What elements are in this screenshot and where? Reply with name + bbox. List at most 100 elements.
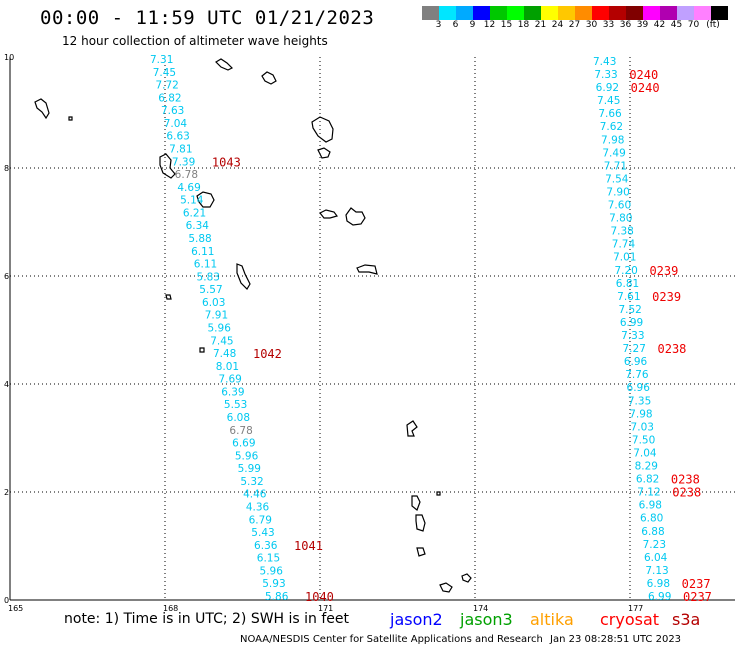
legend-swatch [592, 6, 609, 20]
island-outline [261, 71, 277, 85]
wave-height-label: 7.91 [205, 310, 228, 322]
island-outline [34, 98, 50, 120]
wave-height-label: 7.69 [218, 374, 241, 386]
wave-height-label: 6.03 [202, 297, 225, 309]
wave-height-label: 6.96 [624, 356, 648, 368]
legend-label: 45 [670, 20, 683, 30]
satellite-name: cryosat [600, 610, 660, 629]
satellite-name: altika [530, 610, 574, 629]
wave-height-label: 7.98 [629, 408, 652, 420]
wave-height-label: 6.11 [194, 259, 217, 271]
wave-height-label: 4.69 [177, 182, 200, 194]
wave-height-label: 5.99 [238, 463, 261, 475]
island-outline [236, 263, 251, 290]
satellite-name: jason2 [390, 610, 443, 629]
y-tick-label: 6 [4, 272, 9, 281]
wave-height-label: 7.43 [593, 56, 616, 68]
wave-height-label: 7.03 [631, 421, 654, 433]
legend-label: 24 [551, 20, 564, 30]
island-outlines [34, 58, 472, 593]
wave-height-label: 7.74 [612, 239, 636, 251]
wave-height-label: 7.80 [609, 213, 632, 225]
legend-swatch [694, 6, 711, 20]
x-tick-label: 177 [628, 604, 643, 613]
island-outline [416, 547, 426, 557]
wave-height-label: 5.96 [208, 323, 232, 335]
wave-height-label: 7.50 [632, 434, 655, 446]
wave-height-label: 5.86 [265, 591, 289, 603]
legend-label: 30 [585, 20, 598, 30]
x-tick-label: 174 [473, 604, 488, 613]
legend-swatch [507, 6, 524, 20]
wave-height-label: 7.60 [608, 200, 631, 212]
wave-height-label: 6.78 [175, 169, 198, 181]
legend-label: 36 [619, 20, 632, 30]
time-label: 0239 [649, 264, 678, 278]
wave-height-label: 5.43 [251, 527, 274, 539]
y-tick-label: 10 [4, 53, 14, 62]
legend-label: 70 [687, 20, 700, 30]
axis-ticks: 165 168 171 174 177 0 2 4 6 8 10 [4, 53, 643, 613]
wave-height-label: 6.96 [627, 382, 651, 394]
wave-height-label: 6.99 [620, 317, 643, 329]
island-outline [415, 514, 426, 532]
wave-height-label: 5.93 [262, 578, 285, 590]
time-label: 1043 [212, 155, 241, 169]
island-outline [345, 207, 366, 226]
wave-height-label: 5.96 [235, 450, 259, 462]
y-tick-label: 4 [4, 380, 9, 389]
page-title: 00:00 - 11:59 UTC 01/21/2023 [40, 7, 375, 29]
island-outline [215, 58, 234, 71]
wave-height-label: 5.57 [199, 284, 222, 296]
island-outline [68, 116, 73, 121]
wave-height-label: 7.98 [601, 134, 624, 146]
time-label: 0237 [683, 590, 712, 604]
legend-label: 3 [435, 20, 442, 30]
legend-swatch [456, 6, 473, 20]
legend-label: 12 [483, 20, 496, 30]
legend-label: 42 [653, 20, 666, 30]
time-label: 1040 [305, 590, 334, 604]
island-outline [461, 573, 472, 583]
time-label: 0240 [629, 68, 658, 82]
legend-swatch [524, 6, 541, 20]
wave-height-label: 5.53 [224, 399, 247, 411]
wave-height-label: 7.49 [602, 147, 625, 159]
wave-height-label: 5.96 [260, 565, 284, 577]
wave-height-label: 6.36 [254, 540, 278, 552]
wave-height-label: 6.04 [644, 552, 668, 564]
legend-swatch [609, 6, 626, 20]
satellite-name: s3a [672, 610, 701, 629]
map-frame [9, 57, 735, 601]
wave-height-label: 7.12 [637, 487, 660, 499]
wave-height-label: 6.08 [227, 412, 250, 424]
time-label: 0238 [671, 473, 700, 487]
legend-label: 21 [534, 20, 547, 30]
legend-swatch [626, 6, 643, 20]
grid-lines [10, 57, 735, 600]
island-outline [196, 191, 215, 208]
wave-height-label: 6.79 [249, 514, 272, 526]
wave-height-label: 6.82 [636, 474, 659, 486]
legend-label: 6 [452, 20, 459, 30]
legend-swatch [541, 6, 558, 20]
legend-swatch [490, 6, 507, 20]
wave-height-label: 6.63 [166, 131, 189, 143]
wave-height-label: 6.39 [221, 386, 244, 398]
time-label: 0237 [682, 577, 711, 591]
wave-height-label: 7.33 [621, 330, 644, 342]
wave-height-label: 7.01 [613, 252, 636, 264]
time-label: 1041 [294, 539, 323, 553]
wave-height-label: 7.90 [606, 186, 629, 198]
color-legend: 3 6 9 12 15 18 21 24 27 30 33 36 39 42 45 70 (ft) [422, 6, 728, 30]
legend-swatch [473, 6, 490, 20]
wave-height-label: 7.52 [618, 304, 641, 316]
legend-swatch [660, 6, 677, 20]
time-label: 0239 [652, 290, 681, 304]
time-label: 0240 [631, 81, 660, 95]
island-outline [311, 116, 334, 143]
island-outline [356, 264, 378, 275]
wave-height-label: 7.39 [172, 156, 195, 168]
wave-height-label: 6.21 [183, 207, 206, 219]
